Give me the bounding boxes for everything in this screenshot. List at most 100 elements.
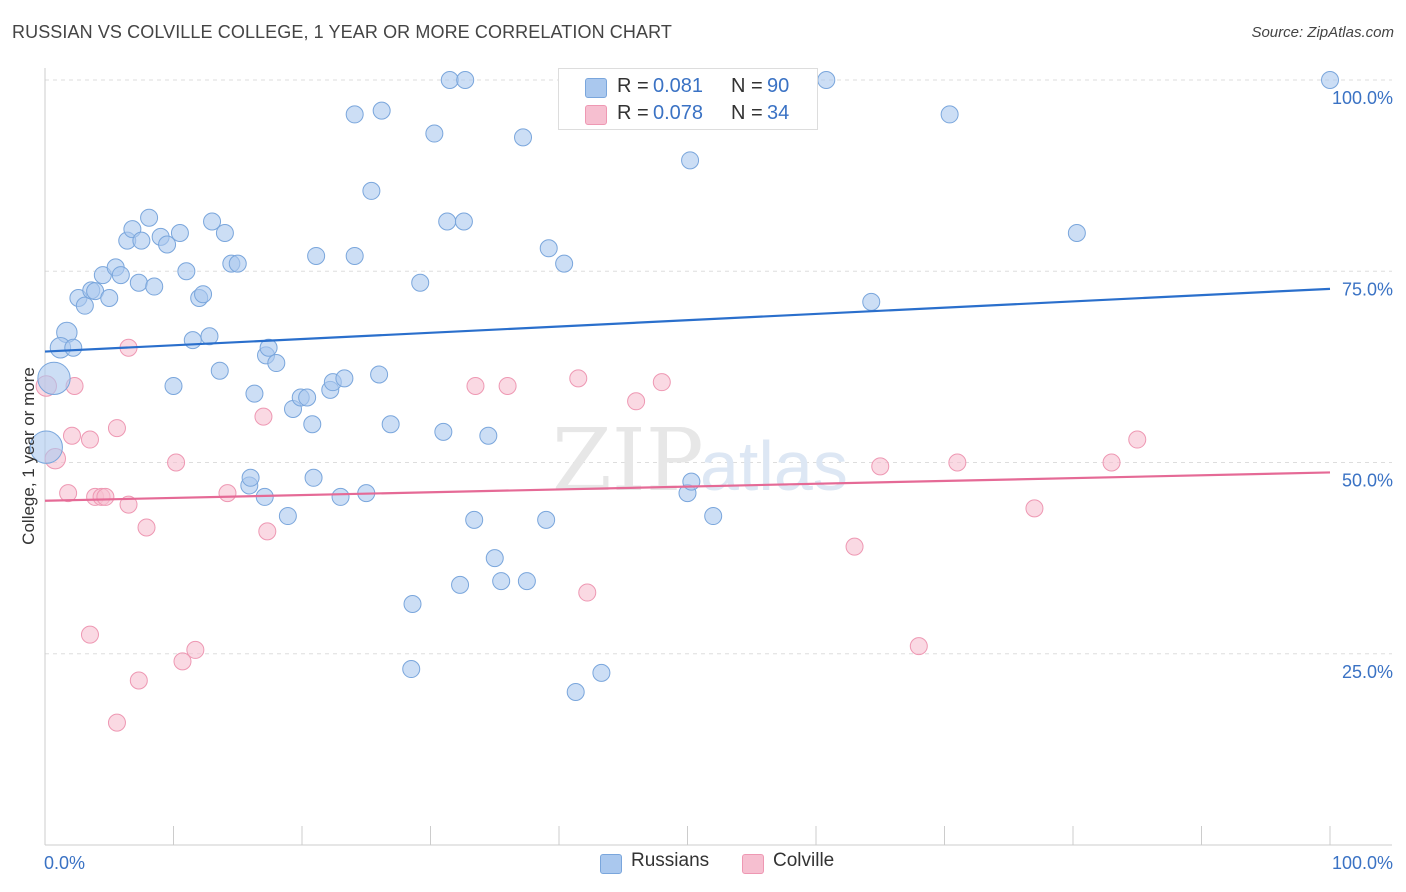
y-tick-labels: 25.0% 50.0% 75.0% 100.0% xyxy=(1332,88,1393,682)
russians-point xyxy=(438,212,457,231)
russians-point xyxy=(514,128,533,147)
bottom-legend-label-colville: Colville xyxy=(773,850,835,871)
russians-point xyxy=(37,361,71,396)
russians-point xyxy=(1321,71,1339,89)
trend-lines xyxy=(44,287,1331,502)
russians-point xyxy=(539,239,558,258)
russians-point xyxy=(1067,224,1086,242)
russians-point xyxy=(456,71,475,89)
legend-swatch-colville xyxy=(585,105,607,125)
russians-point xyxy=(100,289,119,308)
russians-point xyxy=(434,422,453,441)
russians-point xyxy=(454,212,473,231)
colville-point xyxy=(80,625,99,644)
russians-point xyxy=(259,338,278,357)
colville-point xyxy=(107,419,126,438)
grid-lines xyxy=(45,79,1392,655)
russians-point xyxy=(194,285,213,304)
colville-point xyxy=(909,637,928,656)
colville-point xyxy=(167,453,186,472)
russians-point xyxy=(303,415,322,434)
russians-point xyxy=(170,224,189,242)
russians-point xyxy=(345,246,364,265)
colville-point xyxy=(173,652,192,671)
colville-point xyxy=(1128,430,1147,449)
source-label: Source: ZipAtlas.com xyxy=(1251,24,1394,41)
x-tick-label-max: 100.0% xyxy=(1332,853,1393,873)
russians-point xyxy=(164,377,183,395)
chart-title: RUSSIAN VS COLVILLE COLLEGE, 1 YEAR OR M… xyxy=(12,22,672,42)
russians-point xyxy=(267,354,286,373)
russians-point xyxy=(75,296,94,315)
legend-n-value-russians: 90 xyxy=(767,75,790,97)
russians-point xyxy=(278,507,297,526)
y-tick-label: 75.0% xyxy=(1342,279,1393,299)
russians-point xyxy=(200,327,219,346)
colville-point xyxy=(466,377,485,395)
russians-point xyxy=(372,101,391,120)
colville-point xyxy=(254,407,273,426)
russians-point xyxy=(492,572,511,591)
colville-point xyxy=(62,426,81,445)
y-axis-label: College, 1 year or more xyxy=(19,367,38,545)
bottom-legend-label-russians: Russians xyxy=(631,850,710,871)
russians-point xyxy=(298,388,317,407)
russians-point xyxy=(304,468,323,487)
russians-point xyxy=(440,71,459,89)
colville-point xyxy=(96,487,115,506)
colville-point xyxy=(498,377,517,395)
russians-point xyxy=(403,595,422,614)
russians-point xyxy=(566,683,585,701)
colville-point xyxy=(578,583,597,602)
russians-point xyxy=(307,246,326,265)
colville-point xyxy=(627,392,646,411)
colville-point xyxy=(948,453,967,472)
russians-point xyxy=(210,361,229,380)
russians-point xyxy=(592,663,611,682)
russians-point xyxy=(411,273,430,292)
correlation-legend: R = 0.081 N = 90 R = 0.078 N = 34 xyxy=(558,68,818,130)
legend-n-label: N = xyxy=(731,102,763,124)
russians-point xyxy=(64,338,83,357)
russians-point xyxy=(704,507,723,526)
legend-n-label: N = xyxy=(731,75,763,97)
colville-point xyxy=(258,522,277,541)
russians-point xyxy=(940,105,959,124)
colville-point xyxy=(652,373,671,392)
russians-point xyxy=(183,331,202,350)
russians-point xyxy=(479,426,498,445)
colville-point xyxy=(186,640,205,659)
colville-point xyxy=(569,369,588,388)
russians-point xyxy=(241,468,260,487)
colville-point xyxy=(1102,453,1121,472)
legend-r-value-colville: 0.078 xyxy=(653,102,704,124)
russians-point xyxy=(145,277,164,296)
y-tick-label: 50.0% xyxy=(1342,471,1393,491)
russians-point xyxy=(681,151,700,170)
legend-r-label: R = xyxy=(617,102,649,124)
russians-point xyxy=(140,208,159,227)
russians-point xyxy=(537,510,556,529)
colville-point xyxy=(80,430,99,449)
bottom-legend-swatch-russians xyxy=(600,854,622,874)
legend-r-value-russians: 0.081 xyxy=(653,75,704,97)
colville-point xyxy=(119,495,138,514)
russians-point xyxy=(111,266,130,285)
x-tick-label-min: 0.0% xyxy=(44,853,85,873)
russians-point xyxy=(425,124,444,143)
russians-point xyxy=(132,231,151,250)
russians-point xyxy=(517,572,536,591)
colville-points xyxy=(35,338,1147,732)
colville-point xyxy=(1025,499,1044,518)
russians-point xyxy=(245,384,264,403)
colville-point xyxy=(107,713,126,732)
y-tick-label: 100.0% xyxy=(1332,88,1393,108)
russians-point xyxy=(485,549,504,568)
russians-point xyxy=(177,262,196,281)
russians-point xyxy=(158,235,177,254)
russians-points xyxy=(29,71,1339,701)
russians-point xyxy=(555,254,574,273)
legend-n-value-colville: 34 xyxy=(767,102,790,124)
russians-point xyxy=(129,273,148,292)
